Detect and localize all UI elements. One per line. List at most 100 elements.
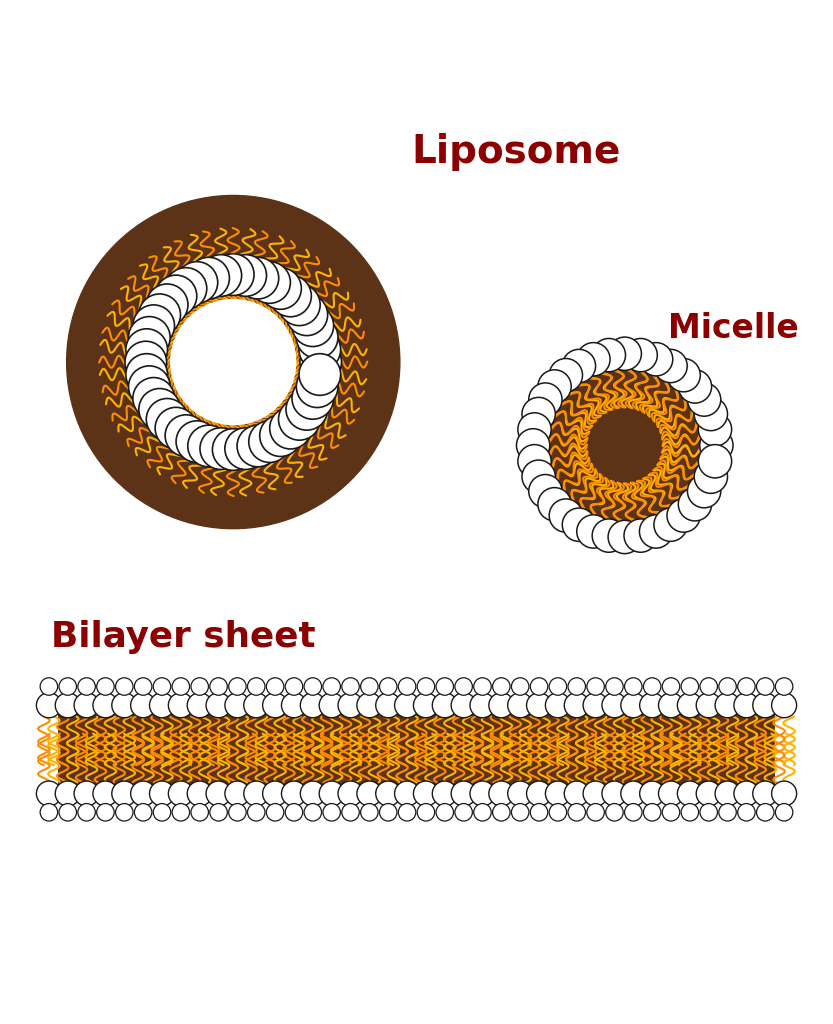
Circle shape (77, 678, 95, 695)
Circle shape (206, 781, 231, 806)
Circle shape (413, 781, 438, 806)
Circle shape (586, 804, 604, 821)
Circle shape (681, 804, 699, 821)
Circle shape (171, 300, 296, 425)
Circle shape (55, 693, 80, 718)
Circle shape (55, 781, 80, 806)
Circle shape (220, 430, 255, 466)
Circle shape (59, 678, 77, 695)
Circle shape (201, 429, 236, 464)
Circle shape (267, 678, 284, 695)
Circle shape (677, 781, 702, 806)
Circle shape (153, 804, 171, 821)
Circle shape (291, 303, 327, 339)
Circle shape (395, 781, 420, 806)
Circle shape (270, 275, 312, 316)
Circle shape (529, 474, 562, 508)
Circle shape (210, 678, 227, 695)
Circle shape (323, 804, 341, 821)
Circle shape (249, 265, 284, 301)
Circle shape (678, 487, 711, 521)
Circle shape (507, 781, 532, 806)
Circle shape (529, 383, 562, 416)
Circle shape (654, 349, 687, 383)
Circle shape (282, 693, 307, 718)
Circle shape (662, 804, 680, 821)
Circle shape (292, 305, 334, 346)
Circle shape (285, 394, 321, 430)
Circle shape (659, 781, 684, 806)
Circle shape (74, 693, 99, 718)
Circle shape (262, 693, 287, 718)
Text: Micelle: Micelle (668, 312, 798, 345)
Circle shape (518, 444, 551, 478)
Circle shape (280, 288, 315, 323)
Circle shape (155, 275, 197, 316)
Circle shape (507, 693, 532, 718)
Circle shape (357, 693, 382, 718)
Circle shape (625, 678, 642, 695)
Circle shape (166, 414, 201, 450)
Circle shape (116, 804, 133, 821)
Circle shape (212, 429, 254, 470)
Circle shape (698, 413, 731, 446)
Circle shape (131, 330, 167, 365)
Circle shape (417, 678, 435, 695)
Circle shape (187, 425, 229, 467)
Circle shape (640, 781, 665, 806)
Circle shape (549, 804, 566, 821)
Circle shape (698, 444, 731, 478)
Circle shape (37, 781, 62, 806)
Circle shape (694, 397, 727, 431)
Circle shape (191, 678, 208, 695)
Circle shape (583, 781, 608, 806)
Circle shape (522, 397, 556, 431)
Circle shape (267, 804, 284, 821)
Circle shape (640, 693, 665, 718)
Circle shape (576, 515, 610, 548)
Circle shape (282, 781, 307, 806)
Circle shape (147, 284, 188, 326)
Circle shape (249, 421, 291, 463)
Circle shape (200, 428, 242, 469)
Circle shape (533, 353, 716, 537)
Circle shape (77, 804, 95, 821)
Circle shape (292, 378, 334, 419)
Circle shape (492, 678, 510, 695)
Circle shape (700, 804, 717, 821)
Circle shape (700, 429, 733, 462)
Circle shape (715, 781, 740, 806)
Circle shape (342, 804, 359, 821)
Circle shape (455, 678, 472, 695)
Circle shape (146, 294, 182, 330)
Circle shape (260, 415, 302, 457)
Circle shape (586, 678, 604, 695)
Circle shape (260, 267, 302, 309)
Circle shape (538, 487, 571, 521)
Circle shape (678, 370, 711, 403)
Circle shape (37, 693, 62, 718)
Circle shape (134, 678, 152, 695)
Circle shape (149, 781, 174, 806)
Circle shape (172, 678, 190, 695)
Circle shape (174, 269, 210, 304)
Circle shape (210, 804, 227, 821)
Circle shape (492, 804, 510, 821)
Circle shape (606, 678, 623, 695)
Circle shape (297, 316, 338, 358)
Circle shape (621, 781, 646, 806)
Circle shape (126, 329, 167, 371)
Circle shape (376, 693, 401, 718)
Circle shape (125, 341, 167, 383)
Circle shape (470, 781, 495, 806)
Circle shape (132, 378, 174, 419)
Circle shape (640, 343, 673, 376)
Circle shape (715, 693, 740, 718)
Circle shape (489, 781, 514, 806)
Circle shape (602, 693, 627, 718)
Circle shape (734, 781, 759, 806)
Circle shape (756, 804, 774, 821)
Circle shape (131, 693, 156, 718)
Circle shape (568, 678, 586, 695)
Circle shape (323, 678, 341, 695)
